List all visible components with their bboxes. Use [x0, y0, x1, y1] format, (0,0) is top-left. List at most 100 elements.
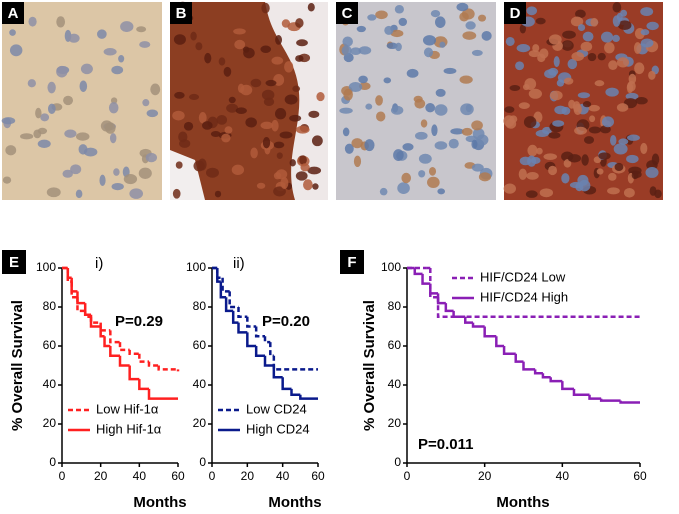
curve-step — [109, 346, 120, 357]
nucleus — [612, 34, 620, 43]
nucleus — [284, 94, 298, 105]
nucleus — [553, 56, 560, 68]
nucleus — [103, 48, 117, 56]
nucleus — [356, 25, 366, 33]
panel-label: A — [8, 5, 19, 22]
curve-step — [216, 268, 221, 283]
nucleus — [281, 19, 291, 28]
nucleus — [46, 187, 61, 198]
x-tick-label: 20 — [478, 469, 492, 483]
nucleus — [174, 91, 185, 99]
nucleus — [518, 168, 527, 180]
nucleus — [577, 24, 586, 31]
nucleus — [402, 143, 414, 151]
nucleus — [528, 50, 541, 58]
micrograph-lumen — [265, 2, 328, 200]
y-tick-label: 80 — [388, 299, 402, 313]
nucleus — [364, 139, 375, 152]
nucleus — [311, 135, 323, 147]
curve-step — [221, 277, 230, 293]
nucleus — [536, 147, 543, 155]
nucleus — [648, 70, 656, 80]
nucleus — [275, 35, 283, 45]
y-tick-label: 20 — [43, 416, 57, 430]
nucleus — [260, 121, 274, 130]
nucleus — [567, 58, 578, 70]
nucleus — [471, 120, 483, 131]
nucleus — [598, 152, 611, 160]
nucleus — [616, 12, 623, 21]
nucleus — [578, 179, 591, 192]
nucleus — [300, 163, 310, 172]
nucleus — [393, 149, 404, 162]
nucleus — [367, 14, 377, 21]
nucleus — [111, 65, 124, 75]
curve-step — [157, 365, 178, 371]
nucleus — [275, 169, 288, 180]
nucleus — [375, 10, 388, 20]
legend-label: Low CD24 — [246, 401, 307, 416]
nucleus — [537, 53, 546, 63]
nucleus — [279, 131, 293, 139]
curve-step — [272, 365, 283, 379]
nucleus — [420, 119, 428, 128]
nucleus — [228, 96, 236, 104]
survival-curve — [407, 266, 640, 404]
nucleus — [543, 153, 558, 160]
x-tick-label: 60 — [311, 469, 325, 483]
nucleus — [308, 110, 320, 118]
nucleus — [339, 107, 353, 114]
nucleus — [142, 99, 150, 107]
panel-label-box — [2, 2, 24, 24]
nucleus — [383, 77, 392, 84]
nucleus — [108, 102, 119, 114]
nucleus — [434, 104, 448, 116]
nucleus — [136, 26, 147, 33]
nucleus — [461, 127, 473, 136]
curve-step — [444, 303, 454, 313]
nucleus — [262, 137, 271, 149]
nucleus — [226, 103, 239, 113]
nucleus — [295, 55, 304, 62]
nucleus — [505, 118, 517, 129]
nucleus — [63, 95, 74, 106]
nucleus — [406, 68, 419, 78]
nucleus — [548, 165, 558, 176]
panel-label: B — [176, 5, 187, 22]
nucleus — [202, 121, 213, 130]
nucleus — [596, 168, 604, 175]
curve-step — [588, 394, 602, 400]
nucleus — [535, 17, 546, 25]
nucleus — [27, 79, 36, 88]
curve-step — [502, 346, 516, 356]
nucleus — [625, 92, 639, 100]
nucleus — [563, 77, 574, 85]
y-tick-label: 80 — [193, 299, 207, 313]
nucleus — [261, 2, 270, 14]
nucleus — [358, 75, 368, 84]
x-tick-label: 0 — [209, 469, 216, 483]
curve-step — [495, 336, 505, 348]
nucleus — [423, 47, 434, 58]
curve-step — [70, 281, 78, 299]
x-tick-label: 20 — [94, 469, 108, 483]
micrograph — [170, 1, 328, 200]
curve-step — [533, 369, 543, 375]
curve-step — [599, 398, 621, 402]
nucleus — [428, 167, 437, 176]
curve-step — [246, 332, 257, 348]
nucleus — [348, 82, 363, 93]
nucleus — [532, 44, 540, 53]
nucleus — [263, 97, 275, 107]
curve-step — [452, 310, 466, 318]
nucleus — [612, 2, 622, 13]
nucleus — [118, 55, 125, 63]
y-tick-label: 100 — [186, 260, 206, 274]
nucleus — [109, 133, 117, 144]
curve-step — [429, 283, 439, 295]
nucleus — [250, 78, 262, 88]
nucleus — [471, 49, 483, 57]
annotation: i) — [95, 255, 103, 272]
nucleus — [459, 75, 473, 84]
curve-step — [89, 316, 101, 324]
